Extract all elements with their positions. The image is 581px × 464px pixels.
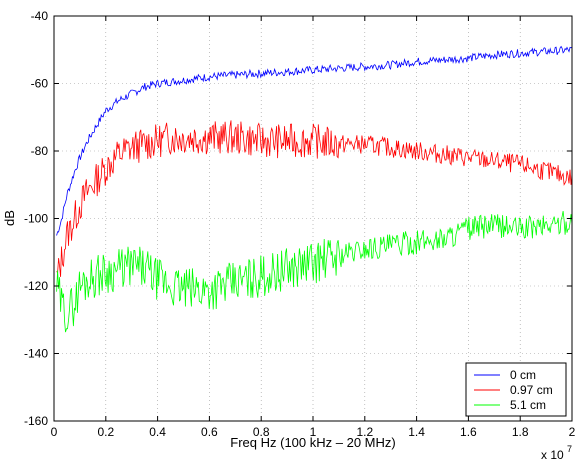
series-line-1 — [56, 45, 573, 236]
series-lines — [56, 45, 573, 333]
y-tick-label: -100 — [24, 212, 48, 226]
x-tick-label: 0.6 — [201, 425, 218, 439]
x-tick-label: 0 — [51, 425, 58, 439]
legend: 0 cm0.97 cm5.1 cm — [465, 362, 567, 417]
x-axis-label: Freq Hz (100 kHz – 20 MHz) — [230, 435, 395, 450]
y-tick-label: -80 — [31, 144, 49, 158]
x-tick-label: 1.6 — [460, 425, 477, 439]
x-tick-label: 0.2 — [97, 425, 114, 439]
legend-label-1: 0 cm — [510, 368, 536, 382]
ticks: 0 0.2 0.4 0.6 0.8 1 1.2 1.4 1.6 1.8 2 -160 -140 -120 -… — [24, 9, 576, 439]
legend-label-3: 5.1 cm — [510, 398, 546, 412]
y-tick-label: -120 — [24, 279, 48, 293]
series-line-2 — [56, 120, 573, 277]
x-multiplier-exponent: 7 — [567, 444, 572, 454]
legend-label-2: 0.97 cm — [510, 383, 553, 397]
x-tick-label: 1.8 — [512, 425, 529, 439]
x-multiplier-label: x 10 — [541, 448, 564, 462]
x-tick-label: 1.4 — [408, 425, 425, 439]
y-tick-label: -140 — [24, 347, 48, 361]
y-tick-label: -160 — [24, 414, 48, 428]
y-tick-label: -60 — [31, 77, 49, 91]
series-line-3 — [56, 211, 573, 333]
x-tick-label: 1 — [310, 425, 317, 439]
x-tick-label: 0.8 — [253, 425, 270, 439]
y-axis-label: dB — [2, 210, 17, 226]
x-tick-label: 0.4 — [149, 425, 166, 439]
x-tick-label: 1.2 — [356, 425, 373, 439]
x-tick-label: 2 — [569, 425, 576, 439]
y-tick-label: -40 — [31, 9, 49, 23]
